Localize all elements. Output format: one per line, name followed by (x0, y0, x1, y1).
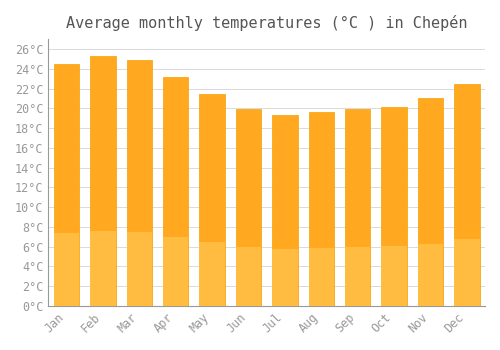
Bar (163, 77, 188, 306)
Bar (345, 109, 370, 306)
Bar (308, 112, 334, 306)
Bar (54, 233, 80, 306)
Bar (200, 243, 225, 306)
Bar (200, 94, 225, 306)
Bar (272, 115, 297, 306)
Bar (454, 84, 479, 306)
Bar (418, 244, 443, 306)
Bar (454, 239, 479, 306)
Bar (236, 109, 261, 306)
Bar (236, 247, 261, 306)
Bar (54, 64, 80, 306)
Bar (90, 231, 116, 306)
Title: Average monthly temperatures (°C ) in Chepén: Average monthly temperatures (°C ) in Ch… (66, 15, 468, 31)
Bar (308, 248, 334, 306)
Bar (126, 232, 152, 306)
Bar (163, 237, 188, 306)
Bar (126, 60, 152, 306)
Bar (418, 98, 443, 306)
Bar (382, 107, 407, 306)
Bar (382, 246, 407, 306)
Bar (90, 56, 116, 306)
Bar (272, 248, 297, 306)
Bar (345, 247, 370, 306)
